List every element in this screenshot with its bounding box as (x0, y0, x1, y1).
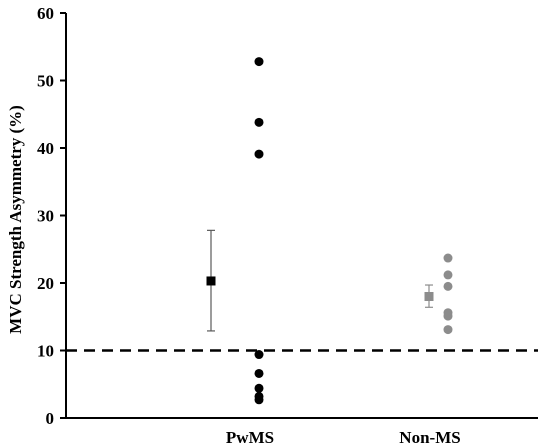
axes (60, 12, 538, 419)
data-point (443, 311, 453, 321)
data-point (254, 57, 264, 67)
data-point (254, 395, 264, 405)
data-point (254, 383, 264, 393)
y-tick-label: 20 (37, 274, 54, 293)
y-tick-label: 0 (46, 409, 55, 428)
data-point (443, 270, 453, 280)
mean-marker (206, 276, 216, 286)
y-axis-title: MVC Strength Asymmetry (%) (6, 105, 25, 334)
data-marks (206, 57, 453, 405)
y-tick-label: 40 (37, 139, 54, 158)
y-tick-label: 60 (37, 4, 54, 23)
y-tick-label: 10 (37, 342, 54, 361)
axis-labels: 0 10 20 30 40 50 60 PwMS Non-MS (37, 4, 461, 447)
x-category-label: PwMS (226, 428, 274, 447)
x-category-label: Non-MS (399, 428, 460, 447)
data-point (254, 350, 264, 360)
data-point (443, 325, 453, 335)
y-tick-label: 30 (37, 207, 54, 226)
y-tick-label: 50 (37, 72, 54, 91)
data-point (443, 253, 453, 263)
data-point (254, 149, 264, 159)
mean-marker (424, 292, 434, 301)
data-point (254, 368, 264, 378)
data-point (254, 117, 264, 127)
data-point (443, 281, 453, 291)
